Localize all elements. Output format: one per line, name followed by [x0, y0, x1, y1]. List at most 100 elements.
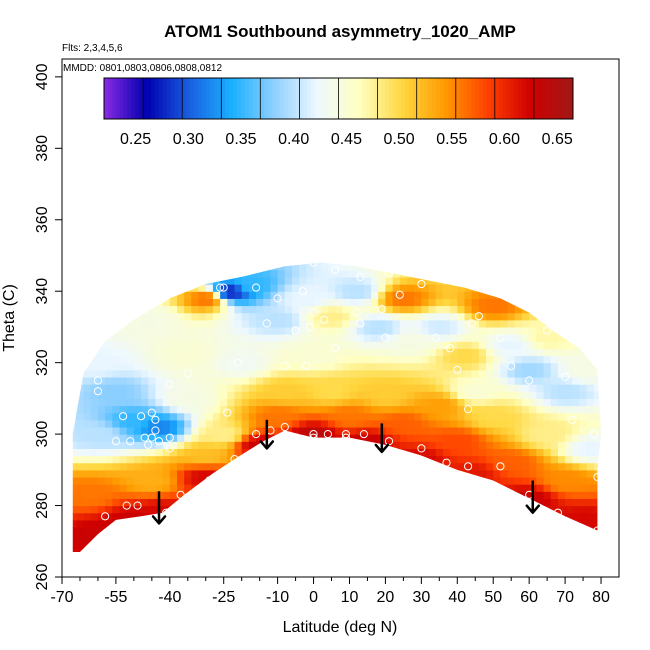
heatmap-cell: [97, 355, 106, 364]
heatmap-cell: [493, 312, 502, 321]
heatmap-cell: [371, 241, 379, 249]
heatmap-cell: [141, 362, 149, 371]
heatmap-cell: [371, 376, 379, 385]
heatmap-cell: [277, 291, 286, 299]
heatmap-cell: [349, 534, 358, 542]
heatmap-cell: [284, 448, 293, 457]
heatmap-cell: [241, 541, 250, 550]
heatmap-cell: [471, 512, 480, 521]
heatmap-cell: [170, 248, 178, 256]
heatmap-cell: [119, 541, 128, 550]
heatmap-cell: [328, 241, 336, 249]
heatmap-cell: [478, 412, 487, 421]
heatmap-cell: [514, 505, 523, 514]
heatmap-cell: [105, 419, 113, 428]
heatmap-cell: [133, 391, 142, 399]
heatmap-cell: [471, 434, 480, 442]
heatmap-cell: [579, 519, 588, 528]
heatmap-cell: [155, 262, 164, 271]
heatmap-cell: [536, 291, 545, 299]
heatmap-cell: [414, 398, 422, 407]
heatmap-cell: [169, 448, 178, 457]
heatmap-cell: [529, 519, 537, 528]
heatmap-cell: [119, 526, 128, 535]
heatmap-cell: [76, 455, 85, 464]
heatmap-cell: [507, 505, 516, 514]
heatmap-cell: [486, 369, 494, 378]
heatmap-cell: [119, 476, 128, 485]
heatmap-cell: [141, 376, 149, 385]
heatmap-cell: [493, 548, 502, 552]
heatmap-cell: [227, 441, 236, 449]
heatmap-cell: [191, 262, 200, 264]
heatmap-cell: [500, 276, 509, 285]
heatmap-cell: [514, 512, 523, 521]
heatmap-cell: [335, 391, 343, 399]
heatmap-cell: [313, 312, 322, 321]
heatmap-cell: [472, 241, 480, 249]
heatmap-cell: [270, 462, 279, 471]
heatmap-cell: [371, 526, 379, 535]
heatmap-cell: [349, 469, 358, 478]
heatmap-cell: [392, 441, 401, 449]
heatmap-cell: [493, 369, 502, 378]
heatmap-cell: [428, 284, 437, 292]
heatmap-cell: [76, 419, 85, 428]
heatmap-cell: [435, 426, 444, 435]
heatmap-cell: [105, 556, 113, 564]
heatmap-cell: [320, 348, 329, 357]
heatmap-cell: [155, 305, 164, 314]
heatmap-cell: [320, 491, 329, 499]
heatmap-cell: [270, 284, 279, 292]
arrow-marker: [259, 419, 275, 450]
heatmap-cell: [234, 556, 242, 564]
heatmap-cell: [133, 262, 142, 264]
heatmap-cell: [141, 434, 149, 442]
heatmap-cell: [421, 312, 430, 321]
heatmap-cell: [299, 498, 307, 507]
heatmap-cell: [579, 398, 588, 407]
heatmap-cell: [148, 541, 157, 550]
heatmap-cell: [227, 426, 236, 435]
heatmap-cell: [507, 326, 516, 335]
heatmap-cell: [126, 484, 135, 492]
heatmap-cell: [406, 534, 415, 542]
heatmap-cell: [90, 548, 99, 552]
heatmap-cell: [565, 548, 573, 552]
heatmap-cell: [428, 312, 437, 321]
colorbar-tick-label: 0.60: [489, 131, 520, 148]
heatmap-cell: [119, 269, 128, 278]
heatmap-cell: [212, 355, 221, 364]
colorbar-segment: [166, 78, 171, 119]
heatmap-cell: [493, 262, 502, 264]
colorbar-segment: [432, 78, 437, 119]
heatmap-cell: [133, 441, 142, 449]
heatmap-cell: [342, 369, 351, 378]
heatmap-cell: [428, 491, 437, 499]
heatmap-cell: [83, 298, 92, 307]
heatmap-cell: [579, 334, 588, 342]
heatmap-cell: [256, 362, 264, 371]
heatmap-cell: [313, 405, 322, 414]
heatmap-cell: [248, 419, 257, 428]
heatmap-cell: [565, 398, 573, 407]
heatmap-cell: [450, 262, 458, 264]
heatmap-cell: [205, 334, 214, 342]
heatmap-cell: [406, 476, 415, 485]
arrow-marker: [151, 491, 167, 525]
heatmap-cell: [565, 276, 573, 285]
heatmap-cell: [198, 484, 207, 492]
heatmap-cell: [205, 262, 214, 264]
heatmap-cell: [241, 498, 250, 507]
heatmap-cell: [414, 462, 422, 471]
heatmap-cell: [522, 241, 530, 249]
heatmap-cell: [163, 241, 171, 249]
heatmap-cell: [162, 526, 171, 535]
heatmap-cell: [335, 384, 343, 392]
heatmap-cell: [327, 348, 336, 357]
heatmap-cell: [313, 262, 322, 271]
heatmap-cell: [241, 426, 250, 435]
heatmap-cell: [335, 541, 343, 550]
heatmap-cell: [558, 556, 566, 564]
heatmap-cell: [141, 476, 149, 485]
